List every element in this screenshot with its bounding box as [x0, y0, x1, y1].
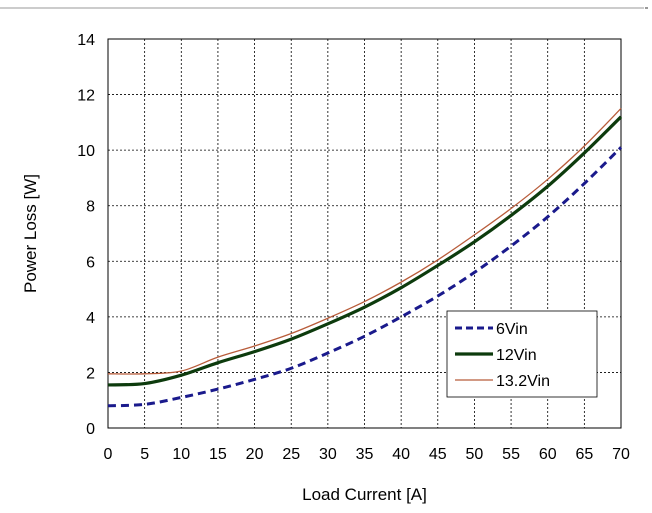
y-tick-label: 0: [86, 421, 95, 438]
y-tick-label: 2: [86, 365, 95, 382]
y-tick-label: 8: [86, 199, 95, 216]
x-axis-ticks: 0 5 10 15 20 25 30 35 40 45 50 55 60 65 70: [104, 446, 630, 463]
x-tick-label: 35: [356, 446, 374, 463]
legend-item-6vin-label: 6Vin: [496, 321, 528, 338]
x-tick-label: 55: [502, 446, 520, 463]
series-line-6vin: [107, 146, 623, 408]
x-axis-title: Load Current [A]: [302, 485, 427, 504]
x-tick-label: 70: [612, 446, 630, 463]
legend-item-13-2vin-label: 13.2Vin: [496, 373, 550, 390]
series-line-12vin: [107, 115, 623, 387]
y-tick-label: 12: [77, 88, 95, 105]
series-lines: [107, 108, 623, 408]
plot-area-frame: [107, 38, 622, 429]
x-tick-label: 40: [392, 446, 410, 463]
x-tick-label: 30: [319, 446, 337, 463]
x-tick-label: 10: [172, 446, 190, 463]
legend: 6Vin 12Vin 13.2Vin: [446, 310, 598, 398]
x-tick-label: 15: [209, 446, 227, 463]
x-tick-label: 20: [246, 446, 264, 463]
x-tick-label: 5: [140, 446, 149, 463]
y-tick-label: 10: [77, 143, 95, 160]
y-tick-label: 4: [86, 310, 95, 327]
x-tick-label: 60: [539, 446, 557, 463]
x-tick-label: 0: [104, 446, 113, 463]
x-tick-label: 65: [575, 446, 593, 463]
legend-item-12vin-label: 12Vin: [496, 347, 537, 364]
y-axis-ticks: 0 2 4 6 8 10 12 14: [77, 32, 95, 438]
x-tick-label: 25: [282, 446, 300, 463]
y-tick-label: 6: [86, 254, 95, 271]
x-tick-label: 50: [466, 446, 484, 463]
y-axis-title: Power Loss [W]: [21, 174, 40, 293]
x-tick-label: 45: [429, 446, 447, 463]
series-line-13-2vin: [107, 108, 622, 375]
y-tick-label: 14: [77, 32, 95, 49]
grid-lines: [108, 39, 621, 428]
